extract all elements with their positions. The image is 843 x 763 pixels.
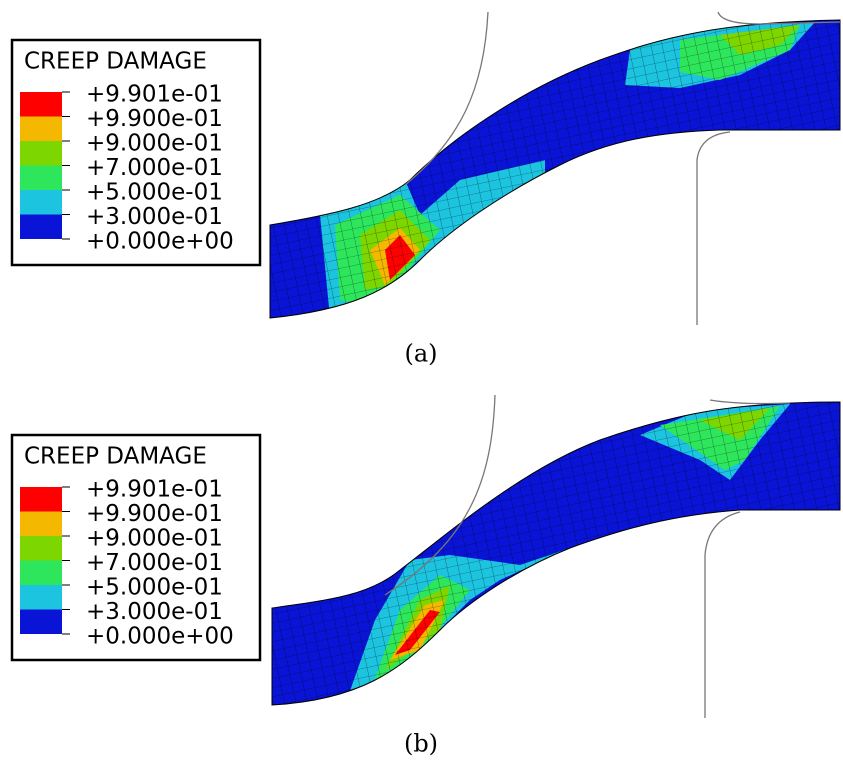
- die-outline: [717, 11, 841, 25]
- legend-swatch: [20, 560, 62, 585]
- legend-swatch: [20, 214, 62, 239]
- damage-regions: [272, 402, 840, 705]
- legend-label: +5.000e-01: [86, 180, 223, 206]
- panel: CREEP DAMAGE +9.901e-01+9.900e-01+9.000e-…: [10, 394, 841, 758]
- legend-swatch: [20, 165, 62, 190]
- legend-label: +9.901e-01: [86, 82, 223, 108]
- legend-label: +0.000e+00: [86, 229, 234, 255]
- legend-swatch: [20, 92, 62, 117]
- legend-swatch: [20, 511, 62, 536]
- panel: CREEP DAMAGE +9.901e-01+9.900e-01+9.000e-…: [10, 11, 841, 368]
- die-outline: [704, 511, 741, 718]
- beam-outline: [271, 401, 841, 706]
- legend-label: +9.901e-01: [86, 477, 223, 503]
- legend-label: +3.000e-01: [86, 599, 223, 625]
- legend-label: +9.000e-01: [86, 526, 223, 552]
- legend-label: +9.000e-01: [86, 131, 223, 157]
- legend-label: +3.000e-01: [86, 204, 223, 230]
- legend-label: +7.000e-01: [86, 155, 223, 181]
- legend-swatch: [20, 141, 62, 166]
- legend-title: CREEP DAMAGE: [24, 444, 207, 470]
- legend-swatch: [20, 536, 62, 561]
- legend-swatch: [20, 190, 62, 215]
- die-outline: [696, 131, 731, 325]
- damage-regions: [270, 20, 840, 318]
- legend-label: +0.000e+00: [86, 624, 234, 650]
- legend-swatch: [20, 585, 62, 610]
- legend-title: CREEP DAMAGE: [24, 49, 207, 75]
- beam-outline: [269, 19, 841, 319]
- legend-label: +7.000e-01: [86, 550, 223, 576]
- legend-label: +5.000e-01: [86, 575, 223, 601]
- mesh: [270, 20, 840, 318]
- legend-label: +9.900e-01: [86, 106, 223, 132]
- legend-swatch: [20, 487, 62, 512]
- legend-swatch: [20, 116, 62, 141]
- caption: (b): [404, 730, 438, 758]
- legend-swatch: [20, 609, 62, 634]
- die-outline: [384, 394, 496, 596]
- die-outline: [404, 11, 489, 186]
- legend-label: +9.900e-01: [86, 501, 223, 527]
- mesh: [272, 402, 840, 705]
- caption: (a): [404, 340, 437, 368]
- die-outline: [709, 399, 791, 405]
